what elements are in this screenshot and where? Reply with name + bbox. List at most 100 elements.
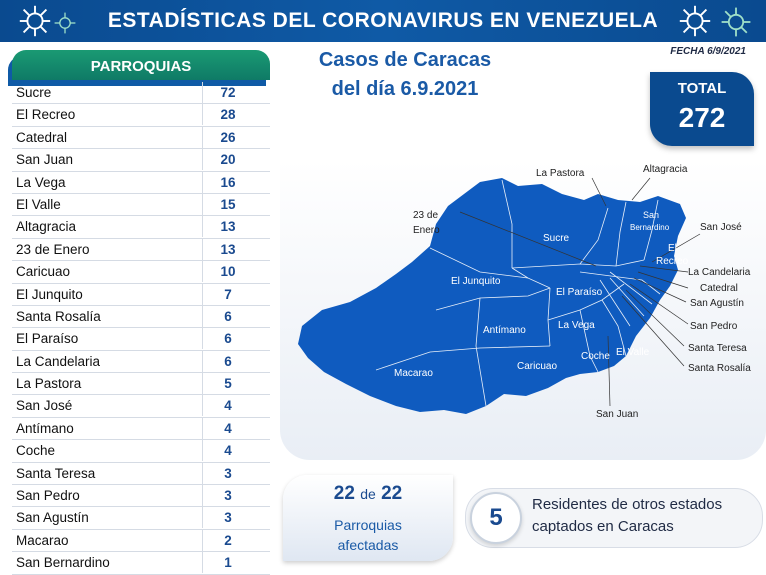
column-divider [202, 507, 203, 528]
table-header-label: PARROQUIAS [12, 50, 270, 80]
parroquia-name: Catedral [16, 130, 67, 145]
map-label-san-agustin: San Agustín [690, 298, 744, 309]
map-label-el-recreo-2: Recreo [656, 256, 688, 267]
column-divider [202, 552, 203, 573]
parroquia-cases: 72 [204, 85, 252, 100]
column-divider [202, 194, 203, 215]
map-label-altagracia: Altagracia [643, 164, 687, 175]
parroquia-name: San José [16, 398, 72, 413]
map-label-el-junquito: El Junquito [451, 276, 500, 287]
table-row: Altagracia 13 [12, 216, 270, 238]
table-row: Santa Teresa 3 [12, 463, 270, 485]
parroquia-cases: 4 [204, 443, 252, 458]
parroquia-name: La Vega [16, 175, 66, 190]
table-rows: Sucre 72 El Recreo 28 Catedral 26 San Juan 20 La… [12, 82, 270, 575]
parroquia-cases: 6 [204, 354, 252, 369]
parroquia-cases: 26 [204, 130, 252, 145]
parroquia-cases: 16 [204, 175, 252, 190]
table-row: Sucre 72 [12, 82, 270, 104]
parroquia-name: Macarao [16, 533, 69, 548]
total-label: TOTAL [650, 80, 754, 97]
parroquias-caption-line2: afectadas [283, 535, 453, 555]
map-label-sucre: Sucre [543, 233, 569, 244]
column-divider [202, 463, 203, 484]
table-row: San Agustín 3 [12, 507, 270, 529]
table-row: Macarao 2 [12, 530, 270, 552]
parroquias-of: de [360, 486, 376, 502]
parroquia-cases: 7 [204, 287, 252, 302]
column-divider [202, 306, 203, 327]
column-divider [202, 82, 203, 103]
parroquia-name: Antímano [16, 421, 74, 436]
table-row: San Juan 20 [12, 149, 270, 171]
parroquia-name: El Paraíso [16, 331, 78, 346]
map-label-el-valle: El Valle [616, 347, 649, 358]
map-label-santa-rosalia: Santa Rosalía [688, 363, 751, 374]
column-divider [202, 172, 203, 193]
table-row: Catedral 26 [12, 127, 270, 149]
parroquia-cases: 4 [204, 398, 252, 413]
table-row: San Bernardino 1 [12, 552, 270, 574]
parroquia-cases: 6 [204, 331, 252, 346]
parroquias-count: 22 [334, 483, 355, 504]
parroquia-cases: 3 [204, 466, 252, 481]
table-row: La Candelaria 6 [12, 351, 270, 373]
map-label-san-juan: San Juan [596, 409, 638, 420]
parroquia-cases: 3 [204, 488, 252, 503]
map-label-la-pastora: La Pastora [536, 168, 584, 179]
page-title: ESTADÍSTICAS DEL CORONAVIRUS EN VENEZUEL… [0, 0, 766, 42]
table-row: El Paraíso 6 [12, 328, 270, 350]
parroquia-name: Santa Teresa [16, 466, 95, 481]
parroquia-name: San Pedro [16, 488, 80, 503]
map-label-macarao: Macarao [394, 368, 433, 379]
caracas-title-line1: Casos de Caracas [290, 46, 520, 75]
total-value: 272 [650, 102, 754, 134]
parroquia-name: El Valle [16, 197, 61, 212]
column-divider [202, 440, 203, 461]
map-label-catedral: Catedral [700, 283, 738, 294]
parroquia-cases: 20 [204, 152, 252, 167]
caracas-title: Casos de Caracas del día 6.9.2021 [290, 46, 520, 104]
map-label-23-de-enero-1: 23 de [413, 210, 438, 221]
parroquia-name: San Juan [16, 152, 73, 167]
column-divider [202, 239, 203, 260]
parroquia-cases: 3 [204, 510, 252, 525]
caracas-title-line2: del día 6.9.2021 [290, 75, 520, 104]
column-divider [202, 485, 203, 506]
column-divider [202, 104, 203, 125]
parroquia-cases: 13 [204, 242, 252, 257]
table-row: El Recreo 28 [12, 104, 270, 126]
map-label-23-de-enero-2: Enero [413, 225, 440, 236]
column-divider [202, 530, 203, 551]
parroquia-cases: 13 [204, 219, 252, 234]
parroquia-cases: 6 [204, 309, 252, 324]
parroquia-name: El Recreo [16, 107, 75, 122]
map-label-san-bernardino-2: Bernardino [630, 223, 669, 232]
map-label-san-pedro: San Pedro [690, 321, 737, 332]
table-row: San Pedro 3 [12, 485, 270, 507]
parroquia-name: San Agustín [16, 510, 89, 525]
column-divider [202, 261, 203, 282]
parroquia-cases: 15 [204, 197, 252, 212]
table-header: PARROQUIAS [12, 50, 270, 80]
parroquia-name: San Bernardino [16, 555, 110, 570]
parroquia-cases: 10 [204, 264, 252, 279]
column-divider [202, 328, 203, 349]
map-label-coche: Coche [581, 351, 610, 362]
column-divider [202, 395, 203, 416]
parroquia-cases: 1 [204, 555, 252, 570]
parroquias-caption: Parroquias afectadas [283, 515, 453, 555]
column-divider [202, 418, 203, 439]
map-label-el-paraiso: El Paraíso [556, 287, 602, 298]
parroquias-afectadas-box: 22 de 22 Parroquias afectadas [283, 475, 453, 561]
table-row: Coche 4 [12, 440, 270, 462]
table-row: La Pastora 5 [12, 373, 270, 395]
parroquia-name: El Junquito [16, 287, 83, 302]
table-row: 23 de Enero 13 [12, 239, 270, 261]
table-row: San José 4 [12, 395, 270, 417]
total-box: TOTAL 272 [650, 72, 754, 146]
table-row: La Vega 16 [12, 172, 270, 194]
parroquia-name: La Pastora [16, 376, 81, 391]
parroquia-name: Sucre [16, 85, 51, 100]
parroquia-name: Altagracia [16, 219, 76, 234]
